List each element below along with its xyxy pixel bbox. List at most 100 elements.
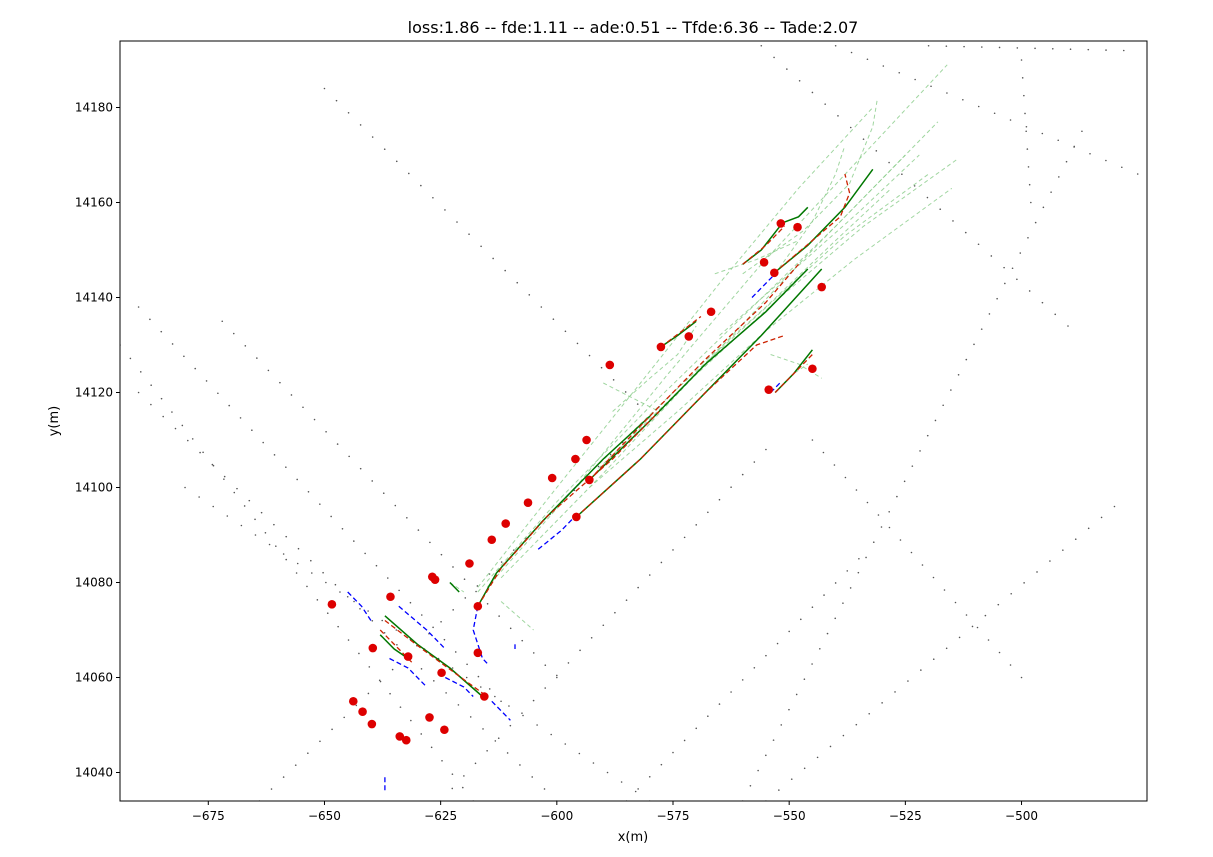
lane-point [323, 87, 326, 90]
lane-point [963, 45, 965, 48]
lane-point [395, 629, 398, 631]
lane-point [194, 367, 197, 370]
lane-point [954, 601, 957, 604]
lane-point [1023, 94, 1025, 97]
lane-point [497, 737, 500, 740]
history-trajectory [445, 676, 474, 697]
lane-point [183, 355, 185, 358]
lane-point [359, 124, 362, 126]
lane-point [776, 642, 779, 645]
lane-point [306, 585, 308, 588]
lane-point [927, 44, 930, 47]
lane-point [606, 771, 609, 774]
lane-point [942, 404, 944, 407]
lane-point [1105, 49, 1107, 51]
lane-point [834, 617, 837, 620]
lane-point [1089, 152, 1091, 155]
lane-point [637, 586, 639, 589]
lane-point [273, 523, 275, 526]
lane-point [509, 724, 512, 727]
lane-point [1009, 119, 1012, 121]
lane-point [150, 384, 152, 387]
lane-point [236, 487, 238, 490]
lane-point [888, 510, 890, 513]
lane-point [240, 524, 243, 527]
candidate-trajectory [589, 187, 953, 488]
lane-point [1113, 505, 1116, 508]
lane-point [816, 756, 819, 759]
lane-point [243, 505, 246, 507]
ground-truth-trajectory [773, 168, 874, 274]
lane-point [264, 531, 267, 534]
lane-point [597, 465, 600, 468]
lane-point [765, 448, 767, 451]
prediction-trajectory [773, 173, 851, 274]
lane-point [556, 676, 558, 679]
lane-point [990, 255, 993, 257]
lane-point [855, 723, 858, 726]
lane-point [1051, 47, 1054, 50]
lane-point [285, 535, 288, 538]
lane-point [420, 733, 423, 735]
lane-point [492, 257, 494, 260]
lane-point [826, 632, 829, 635]
lane-point [1087, 48, 1090, 51]
lane-point [707, 511, 709, 514]
lane-point [590, 637, 593, 639]
lane-point [160, 330, 163, 333]
lane-point [137, 391, 140, 394]
lane-point [232, 332, 235, 335]
lane-point [383, 148, 386, 150]
agent-point [770, 268, 779, 278]
agent-point [465, 559, 474, 568]
lane-point [1058, 176, 1060, 178]
lane-point [273, 454, 276, 456]
lane-point [855, 489, 858, 491]
lane-point [282, 776, 285, 778]
lane-point [695, 524, 698, 526]
lane-point [217, 392, 219, 395]
lane-point [1049, 560, 1051, 562]
lane-point [760, 44, 763, 47]
lane-point [445, 692, 447, 694]
lane-point [898, 71, 901, 74]
lane-point [772, 739, 775, 741]
lane-point [934, 419, 937, 422]
lane-point [799, 618, 802, 621]
prediction-trajectory [742, 225, 785, 265]
ground-truth-trajectory [588, 268, 809, 481]
lane-point [894, 691, 896, 693]
lane-point [620, 781, 623, 783]
lane-point [811, 663, 813, 665]
lane-point [997, 603, 1000, 606]
lane-point [749, 784, 752, 787]
lane-point [903, 480, 906, 483]
lane-point [440, 553, 443, 556]
lane-point [1028, 290, 1031, 292]
lane-point [347, 111, 350, 114]
history-trajectory [389, 657, 428, 688]
lane-point [522, 714, 524, 717]
lane-point [536, 724, 538, 726]
y-tick-label: 14180 [75, 101, 113, 115]
lane-point [672, 751, 674, 754]
lane-point [579, 649, 581, 652]
lane-point [429, 541, 431, 544]
x-tick-label: −525 [889, 809, 922, 823]
lane-point [532, 652, 535, 654]
lane-point [730, 486, 732, 488]
lane-point [753, 461, 756, 463]
ground-truth-trajectory [742, 225, 781, 265]
ground-truth-trajectory [477, 415, 651, 607]
lane-point [550, 733, 552, 736]
lane-point [973, 343, 975, 346]
lane-point [946, 92, 948, 94]
lane-point [950, 389, 952, 391]
lane-point [353, 600, 355, 603]
lane-point [456, 221, 458, 223]
lane-point [498, 615, 500, 617]
lane-point [310, 572, 313, 574]
lane-point [1004, 282, 1006, 285]
lane-point [463, 578, 466, 581]
